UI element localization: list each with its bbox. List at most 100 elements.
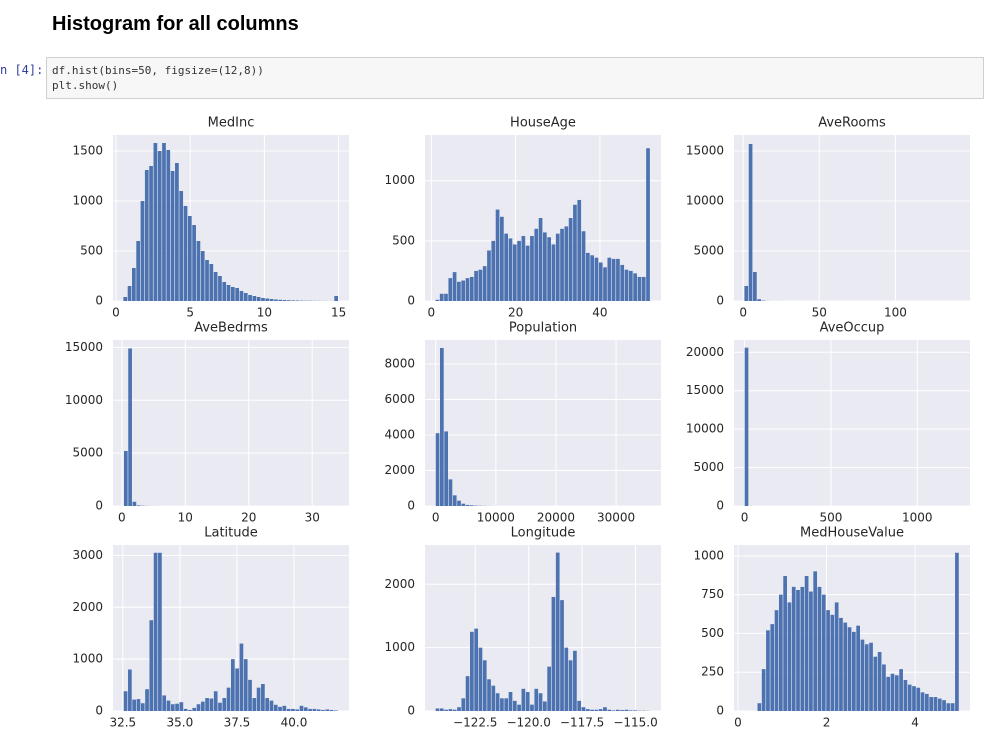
histogram-bar <box>633 273 637 301</box>
histogram-bar <box>830 614 835 711</box>
histogram-bar <box>633 710 637 711</box>
x-tick-label: 35.0 <box>167 716 194 730</box>
histogram-bar <box>192 707 197 711</box>
histogram-bar <box>261 684 265 711</box>
x-tick-label: 0 <box>741 511 749 525</box>
histogram-bar <box>278 299 283 301</box>
histogram-bar <box>594 257 599 301</box>
histogram-bar <box>869 642 873 711</box>
histogram-bar <box>231 287 235 301</box>
histogram-bar <box>127 286 132 301</box>
histogram-bar <box>491 240 496 301</box>
histogram-bar <box>512 244 517 301</box>
histogram-bar <box>187 216 192 301</box>
histogram-bar <box>282 300 287 301</box>
histogram-bar <box>611 258 616 301</box>
histogram-bar <box>273 704 278 711</box>
histogram-bar <box>140 201 145 301</box>
y-tick-label: 0 <box>716 294 724 308</box>
histogram-bar <box>616 258 620 301</box>
histogram-bar <box>452 495 457 506</box>
histogram-bar <box>218 276 222 301</box>
histogram-bar <box>157 151 162 301</box>
histogram-bar <box>123 691 128 711</box>
histogram-bar <box>448 278 453 301</box>
histogram-bar <box>538 693 543 711</box>
y-tick-label: 8000 <box>384 356 415 370</box>
histogram-bar <box>209 264 214 301</box>
histogram-bar <box>265 698 270 711</box>
y-tick-label: 2000 <box>72 600 103 614</box>
histogram-bar <box>470 631 474 711</box>
histogram-bar <box>761 669 766 711</box>
histogram-bar <box>521 236 526 301</box>
histogram-bar <box>269 700 274 711</box>
histogram-bar <box>757 299 762 301</box>
histogram-bar <box>132 699 136 711</box>
chart-title: AveBedrms <box>194 321 268 336</box>
histogram-bar <box>620 710 624 711</box>
histogram-bar <box>123 451 128 506</box>
y-tick-label: 1000 <box>384 173 415 187</box>
y-tick-label: 15000 <box>686 144 724 158</box>
code-line: plt.show() <box>52 79 119 92</box>
histogram-bar <box>196 704 201 711</box>
histogram-bar <box>894 675 899 711</box>
histogram-bar <box>495 693 500 711</box>
code-cell[interactable]: df.hist(bins=50, figsize=(12,8)) plt.sho… <box>46 57 984 99</box>
x-tick-label: 40.0 <box>281 716 308 730</box>
histogram-bar <box>598 262 603 301</box>
histogram-bar <box>136 699 141 711</box>
histogram-bar <box>334 296 339 301</box>
histogram-bar <box>166 150 171 301</box>
histogram-bar <box>478 647 483 711</box>
histogram-bar <box>444 709 448 711</box>
y-tick-label: 1000 <box>693 548 724 562</box>
y-tick-label: 0 <box>95 499 103 513</box>
histogram-bar <box>641 276 646 301</box>
histogram-bar <box>744 286 749 301</box>
histogram-bar <box>873 656 878 711</box>
histogram-bar <box>461 280 466 301</box>
histogram-bar <box>508 691 513 711</box>
x-tick-label: 30 <box>305 511 320 525</box>
histogram-bar <box>504 233 509 301</box>
histogram-bar <box>933 697 938 711</box>
histogram-bar <box>248 679 252 711</box>
histogram-bar <box>205 698 209 711</box>
histogram-bar <box>235 288 240 301</box>
histogram-bar <box>469 276 474 301</box>
histogram-bar <box>594 709 599 711</box>
y-tick-label: 1000 <box>384 640 415 654</box>
plot-area <box>734 340 970 506</box>
y-tick-label: 15000 <box>686 383 724 397</box>
histogram-bar <box>213 272 218 301</box>
histogram-bar <box>555 233 560 301</box>
histogram-bar <box>482 660 487 711</box>
histogram-bar <box>274 299 278 301</box>
histogram-bar <box>800 586 805 711</box>
histogram-bar <box>929 697 934 711</box>
histogram-bar <box>179 702 184 711</box>
histogram-bar <box>560 600 564 711</box>
x-tick-label: 32.5 <box>109 716 136 730</box>
y-tick-label: 0 <box>407 704 415 718</box>
y-tick-label: 10000 <box>686 422 724 436</box>
histogram-bar <box>809 591 813 711</box>
histogram-bar <box>791 586 796 711</box>
x-tick-label: 20000 <box>537 511 575 525</box>
histogram-bar <box>517 240 521 301</box>
histogram-bar <box>877 652 882 711</box>
histogram-bar <box>504 698 509 711</box>
histogram-bar <box>175 163 179 301</box>
histogram-bar <box>590 709 594 711</box>
histogram-bar <box>457 281 461 301</box>
y-tick-label: 0 <box>716 704 724 718</box>
histogram-bar <box>448 709 453 711</box>
histogram-bar <box>136 241 141 301</box>
histogram-bar <box>474 270 478 301</box>
plot-area <box>425 545 661 711</box>
x-tick-label: 100 <box>884 306 907 320</box>
histogram-bar <box>282 705 287 711</box>
